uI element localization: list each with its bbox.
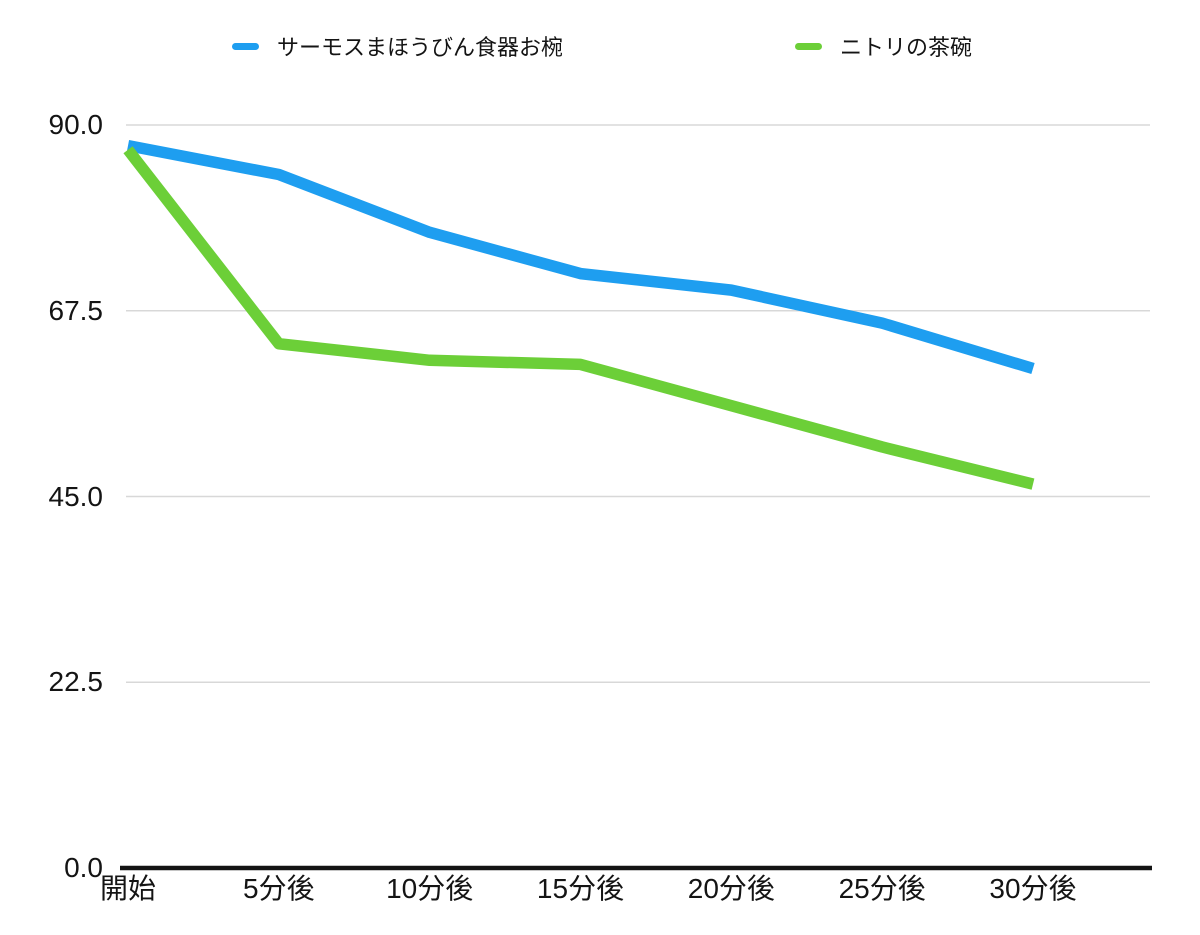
legend-swatch-nitori-bowl xyxy=(795,42,822,50)
y-tick-label: 90.0 xyxy=(48,109,104,140)
legend-item-thermos-bowl: サーモスまほうびん食器お椀 xyxy=(232,31,563,61)
x-tick-label: 20分後 xyxy=(687,873,775,904)
x-tick-label: 10分後 xyxy=(386,873,474,904)
legend-label-thermos-bowl: サーモスまほうびん食器お椀 xyxy=(277,35,564,60)
y-tick-label: 67.5 xyxy=(48,294,104,326)
x-tick-label: 5分後 xyxy=(243,873,315,904)
legend-swatch-thermos-bowl xyxy=(232,42,259,50)
x-tick-label: 30分後 xyxy=(989,873,1077,904)
x-tick-label: 15分後 xyxy=(536,873,625,904)
legend-item-nitori-bowl: ニトリの茶碗 xyxy=(795,31,972,61)
y-tick-label: 22.5 xyxy=(48,666,104,698)
x-tick-label: 25分後 xyxy=(838,873,926,904)
y-tick-label: 0.0 xyxy=(64,852,103,883)
legend-label-nitori-bowl: ニトリの茶碗 xyxy=(840,35,973,60)
y-tick-label: 45.0 xyxy=(48,480,104,512)
series-line-thermos-bowl xyxy=(126,139,1035,375)
x-tick-label: 開始 xyxy=(99,873,156,904)
series-line-nitori-bowl xyxy=(123,146,1035,490)
